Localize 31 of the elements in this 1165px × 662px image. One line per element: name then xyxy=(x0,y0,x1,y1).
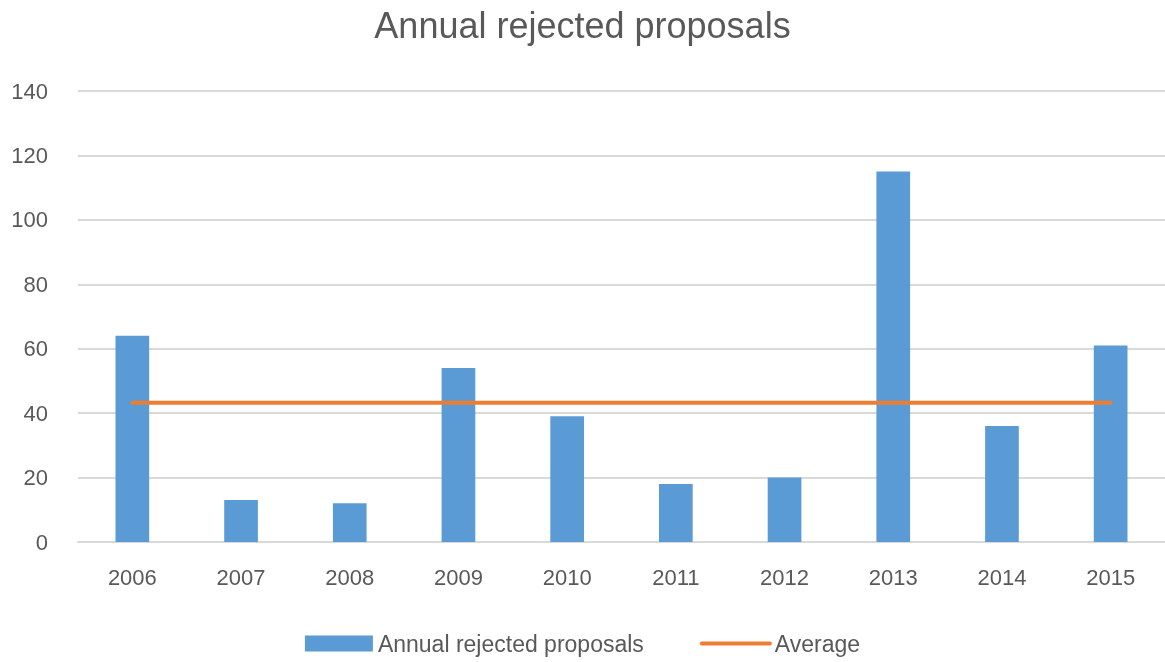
bar xyxy=(876,171,911,542)
y-tick-label: 40 xyxy=(23,400,48,426)
bar xyxy=(659,484,693,542)
y-tick-label: 0 xyxy=(35,529,48,555)
legend-label: Average xyxy=(774,630,861,657)
y-tick-label: 100 xyxy=(11,207,48,233)
x-tick-label: 2011 xyxy=(652,564,700,590)
legend-label: Annual rejected proposals xyxy=(377,630,644,657)
y-tick-label: 80 xyxy=(23,271,48,297)
bar xyxy=(767,477,802,542)
x-tick-label: 2007 xyxy=(216,564,266,590)
bar xyxy=(1093,345,1128,542)
x-tick-label: 2006 xyxy=(107,564,157,590)
bar xyxy=(332,503,367,542)
y-tick-label: 20 xyxy=(23,465,48,491)
bar xyxy=(115,335,150,542)
bar xyxy=(441,368,476,542)
x-tick-label: 2014 xyxy=(977,564,1027,590)
y-tick-label: 120 xyxy=(11,142,48,168)
x-tick-label: 2012 xyxy=(760,564,810,590)
chart-title: Annual rejected proposals xyxy=(374,4,791,46)
y-tick-label: 60 xyxy=(23,336,48,362)
bar xyxy=(985,426,1019,542)
bar xyxy=(224,500,258,542)
bar xyxy=(550,416,584,542)
x-tick-label: 2015 xyxy=(1086,564,1136,590)
x-tick-label: 2009 xyxy=(433,564,483,590)
x-tick-label: 2010 xyxy=(542,564,592,590)
x-tick-label: 2013 xyxy=(868,564,918,590)
x-tick-label: 2008 xyxy=(325,564,375,590)
y-tick-label: 140 xyxy=(11,78,48,104)
